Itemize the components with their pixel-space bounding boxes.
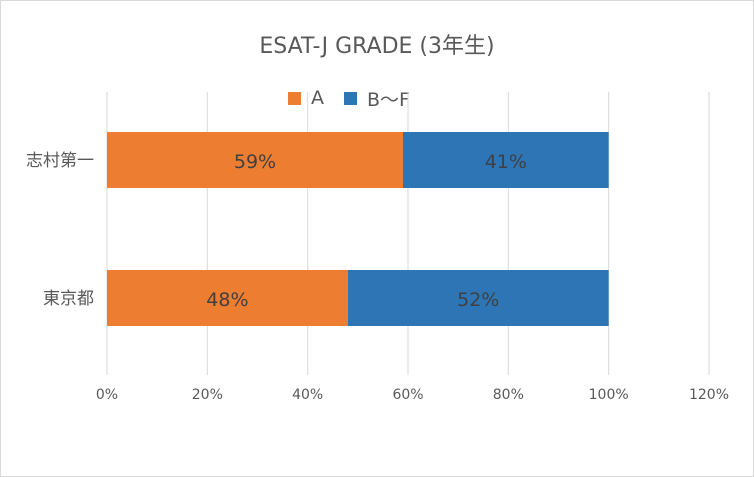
data-label: 59% [234,151,276,173]
bar [107,270,348,326]
legend: A B〜F [288,85,430,112]
data-label: 41% [485,151,527,173]
legend-swatch-a [288,91,301,105]
category-label: 志村第一 [26,151,94,171]
bar [402,132,609,188]
legend-item-a: A [288,87,324,109]
tick-label: 100% [589,387,629,403]
legend-label-a: A [311,87,324,109]
chart-title: ESAT-J GRADE (3年生) [259,34,495,59]
bar [347,270,609,326]
tick-label: 20% [192,387,223,403]
data-label: 48% [206,289,248,311]
tick-label: 40% [292,387,323,403]
legend-item-b-f: B〜F [344,85,410,112]
tick-label: 0% [96,387,118,403]
legend-swatch-b-f [344,91,357,105]
data-label: 52% [457,289,499,311]
tick-label: 120% [689,387,729,403]
category-label: 東京都 [43,289,94,309]
tick-label: 60% [392,387,423,403]
legend-label-b-f: B〜F [367,88,410,111]
bar [107,132,403,188]
tick-label: 80% [493,387,524,403]
